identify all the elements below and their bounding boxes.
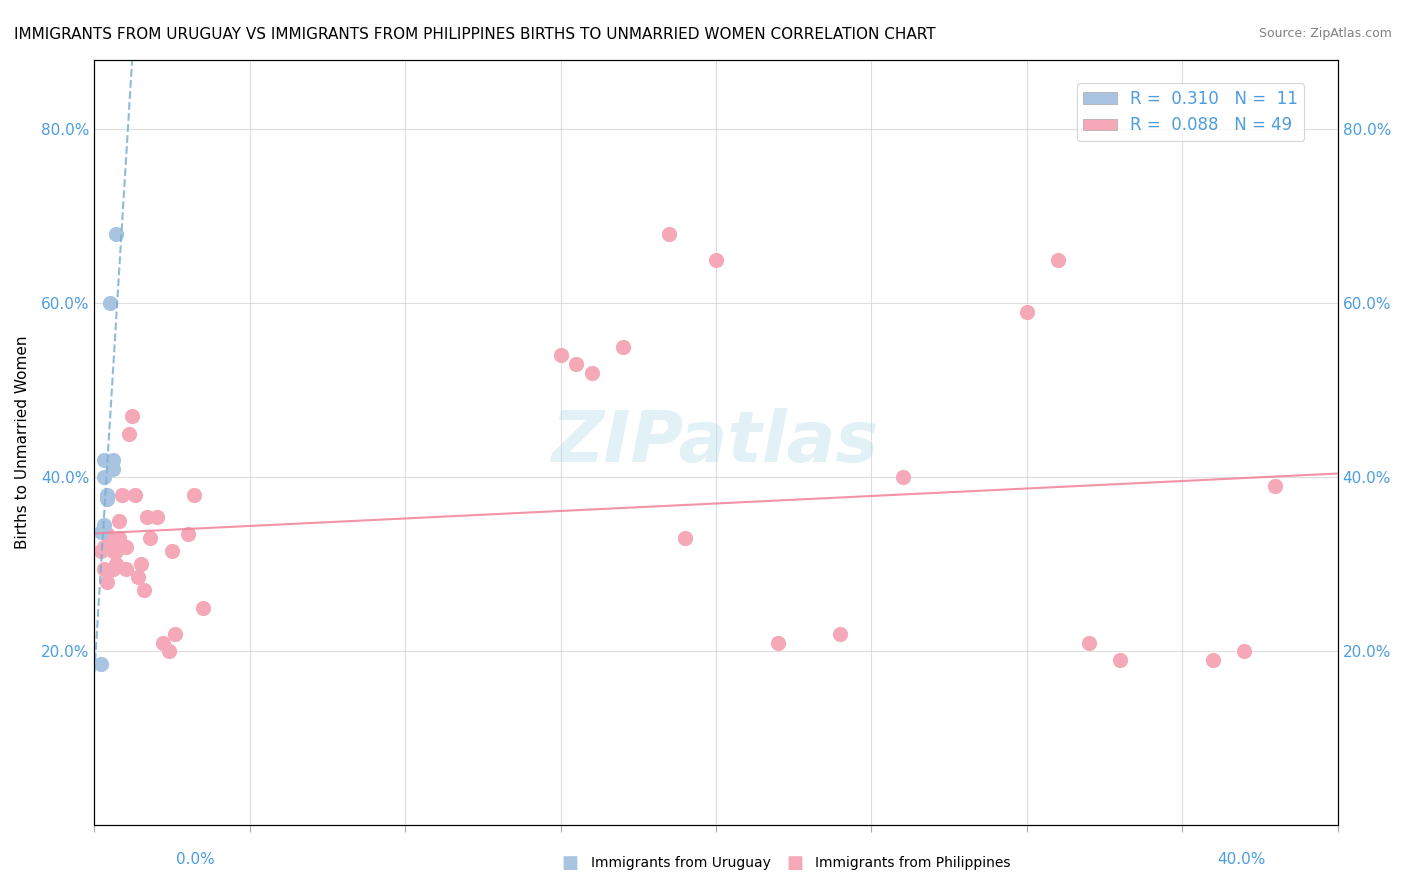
Point xyxy=(152,636,174,650)
Text: ■: ■ xyxy=(786,855,803,872)
Point xyxy=(96,488,118,502)
Point xyxy=(1233,644,1256,658)
Point xyxy=(90,525,112,540)
Text: IMMIGRANTS FROM URUGUAY VS IMMIGRANTS FROM PHILIPPINES BIRTHS TO UNMARRIED WOMEN: IMMIGRANTS FROM URUGUAY VS IMMIGRANTS FR… xyxy=(14,27,935,42)
Point xyxy=(139,531,162,545)
Point xyxy=(111,488,134,502)
Text: Source: ZipAtlas.com: Source: ZipAtlas.com xyxy=(1258,27,1392,40)
Legend: R =  0.310   N =  11, R =  0.088   N = 49: R = 0.310 N = 11, R = 0.088 N = 49 xyxy=(1077,83,1305,141)
Point xyxy=(98,535,121,549)
Point xyxy=(101,562,124,576)
Point xyxy=(90,657,112,672)
Point xyxy=(101,544,124,558)
Point xyxy=(612,340,634,354)
Text: ZIPatlas: ZIPatlas xyxy=(553,408,880,477)
Point xyxy=(93,540,115,554)
Text: 0.0%: 0.0% xyxy=(176,852,215,867)
Point xyxy=(105,558,128,572)
Text: 40.0%: 40.0% xyxy=(1218,852,1265,867)
Point xyxy=(114,540,136,554)
Point xyxy=(1015,305,1038,319)
Point xyxy=(1078,636,1101,650)
Point xyxy=(1109,653,1132,667)
Point xyxy=(105,227,128,241)
Point xyxy=(98,296,121,310)
Point xyxy=(96,492,118,507)
Point xyxy=(704,252,727,267)
Point xyxy=(1202,653,1225,667)
Point xyxy=(891,470,914,484)
Point xyxy=(134,583,156,598)
Point xyxy=(565,357,588,371)
Point xyxy=(93,453,115,467)
Point xyxy=(165,627,187,641)
Text: ■: ■ xyxy=(561,855,578,872)
Point xyxy=(129,558,152,572)
Point xyxy=(96,527,118,541)
Point xyxy=(145,509,167,524)
Point xyxy=(177,527,200,541)
Point xyxy=(136,509,159,524)
Point xyxy=(193,600,215,615)
Point xyxy=(160,544,183,558)
Point xyxy=(1046,252,1069,267)
Point xyxy=(157,644,180,658)
Point xyxy=(108,514,131,528)
Point xyxy=(127,570,149,584)
Point xyxy=(96,574,118,589)
Point xyxy=(1264,479,1286,493)
Point xyxy=(658,227,681,241)
Point xyxy=(93,470,115,484)
Point xyxy=(550,349,572,363)
Point xyxy=(581,366,603,380)
Y-axis label: Births to Unmarried Women: Births to Unmarried Women xyxy=(15,335,30,549)
Point xyxy=(101,453,124,467)
Point xyxy=(101,461,124,475)
Point xyxy=(93,518,115,533)
Point xyxy=(90,544,112,558)
Point xyxy=(98,531,121,545)
Point xyxy=(108,531,131,545)
Text: Immigrants from Philippines: Immigrants from Philippines xyxy=(815,856,1011,871)
Point xyxy=(766,636,789,650)
Point xyxy=(105,544,128,558)
Point xyxy=(118,426,141,441)
Text: Immigrants from Uruguay: Immigrants from Uruguay xyxy=(591,856,770,871)
Point xyxy=(183,488,205,502)
Point xyxy=(121,409,143,424)
Point xyxy=(124,488,146,502)
Point xyxy=(114,562,136,576)
Point xyxy=(830,627,852,641)
Point xyxy=(93,562,115,576)
Point xyxy=(673,531,696,545)
